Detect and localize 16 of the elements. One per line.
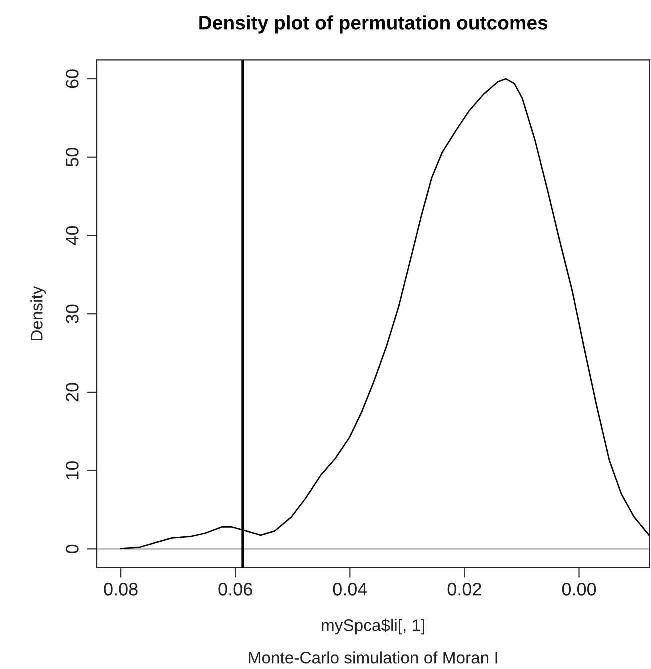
text: Monte-Carlo simulation of Moran I xyxy=(249,652,498,664)
y-tick-label: 60 xyxy=(66,70,79,88)
x-axis-title: mySpca$li[, 1] xyxy=(322,618,424,635)
x-tick-label: 0.02 xyxy=(448,583,482,596)
y-tick-label: 10 xyxy=(66,461,79,480)
y-tick-label: 50 xyxy=(66,148,79,167)
chart-title: Density plot of permutation outcomes xyxy=(200,16,548,34)
x-tick-label: 0.08 xyxy=(104,583,138,596)
x-tick-label: 0.00 xyxy=(562,583,596,596)
y-tick-label: 20 xyxy=(66,383,79,402)
x-tick-label: 0.06 xyxy=(218,583,252,596)
x-tick-label: 0.04 xyxy=(333,583,368,596)
y-tick-label: 30 xyxy=(66,304,79,324)
y-tick-label: 0 xyxy=(66,544,79,554)
y-tick-label: 40 xyxy=(66,226,79,246)
y-axis-title: Density xyxy=(30,286,46,341)
